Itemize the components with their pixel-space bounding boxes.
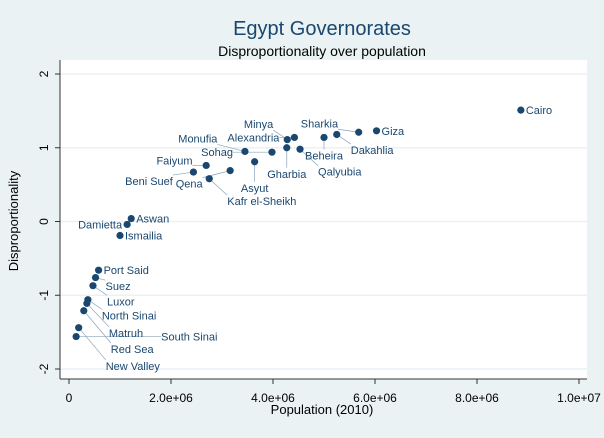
y-tick-label: 0 xyxy=(37,218,51,225)
data-point xyxy=(251,158,259,166)
point-label: Gharbia xyxy=(267,169,307,181)
point-label: Faiyum xyxy=(156,155,192,167)
point-label: Minya xyxy=(244,119,274,131)
data-point xyxy=(202,161,210,170)
point-label: Cairo xyxy=(526,105,552,117)
data-point xyxy=(83,299,91,307)
point-label: Kafr el-Sheikh xyxy=(227,196,296,208)
data-point xyxy=(127,214,135,223)
point-label: Luxor xyxy=(107,296,135,308)
point-label: South Sinai xyxy=(161,332,217,344)
data-point xyxy=(296,145,304,153)
point-label: Port Said xyxy=(104,265,149,277)
data-point xyxy=(283,144,291,152)
point-label: Suez xyxy=(106,281,131,293)
x-tick-label: 4.0e+06 xyxy=(251,391,295,405)
point-label: Monufia xyxy=(178,133,218,145)
data-point xyxy=(123,220,131,229)
x-axis-label: Population (2010) xyxy=(271,402,374,417)
point-label: Red Sea xyxy=(111,344,155,356)
data-point xyxy=(268,148,276,156)
point-label: Beheira xyxy=(305,150,344,162)
data-point xyxy=(355,128,363,136)
data-point xyxy=(80,307,88,315)
point-label: Ismailia xyxy=(125,231,163,243)
point-label: Alexandria xyxy=(227,132,280,144)
label-leader-line xyxy=(78,327,106,361)
point-label: Sohag xyxy=(201,147,233,159)
y-tick-label: 2 xyxy=(37,70,51,77)
point-label: Matruh xyxy=(109,328,143,340)
point-label: Dakahlia xyxy=(351,145,395,157)
point-label: Giza xyxy=(382,126,406,138)
label-leader-line xyxy=(86,303,110,328)
data-point xyxy=(94,266,103,274)
data-point xyxy=(283,136,291,144)
point-label: Asyut xyxy=(241,183,269,195)
x-tick-label: 2.0e+06 xyxy=(149,391,193,405)
data-point xyxy=(372,127,381,135)
x-tick-label: 1.0e+07 xyxy=(557,391,601,405)
label-leader-line xyxy=(299,148,319,166)
point-label: Qena xyxy=(176,179,204,191)
data-point xyxy=(205,175,213,183)
point-label: North Sinai xyxy=(102,310,156,322)
data-point xyxy=(226,167,234,175)
data-point xyxy=(517,106,525,114)
data-point xyxy=(189,168,198,176)
chart-subtitle: Disproportionality over population xyxy=(218,43,426,59)
point-label: Damietta xyxy=(78,219,123,231)
data-point xyxy=(241,147,249,156)
data-point xyxy=(91,273,100,282)
data-point xyxy=(89,282,97,290)
point-label: Aswan xyxy=(136,214,169,226)
label-leader-line xyxy=(209,178,228,196)
point-label: Sharkia xyxy=(301,118,339,130)
data-point xyxy=(116,231,124,240)
data-point xyxy=(290,133,299,142)
y-axis-label: Disproportionality xyxy=(6,170,21,271)
plot-area xyxy=(60,60,587,379)
x-tick-label: 8.0e+06 xyxy=(455,391,499,405)
data-point xyxy=(75,324,83,332)
label-leader-line xyxy=(83,310,112,344)
data-point xyxy=(72,332,80,341)
y-tick-label: -1 xyxy=(37,290,51,301)
x-tick-label: 0 xyxy=(66,391,73,405)
label-leader-line xyxy=(217,144,246,152)
data-point xyxy=(333,130,341,139)
y-tick-label: 1 xyxy=(37,144,51,151)
x-tick-label: 6.0e+06 xyxy=(353,391,397,405)
point-label: New Valley xyxy=(106,361,161,373)
chart-title: Egypt Governorates xyxy=(233,18,411,40)
point-label: Beni Suef xyxy=(125,176,174,188)
data-point xyxy=(320,133,328,142)
point-label: Qalyubia xyxy=(318,167,362,179)
y-tick-label: -2 xyxy=(37,363,51,374)
